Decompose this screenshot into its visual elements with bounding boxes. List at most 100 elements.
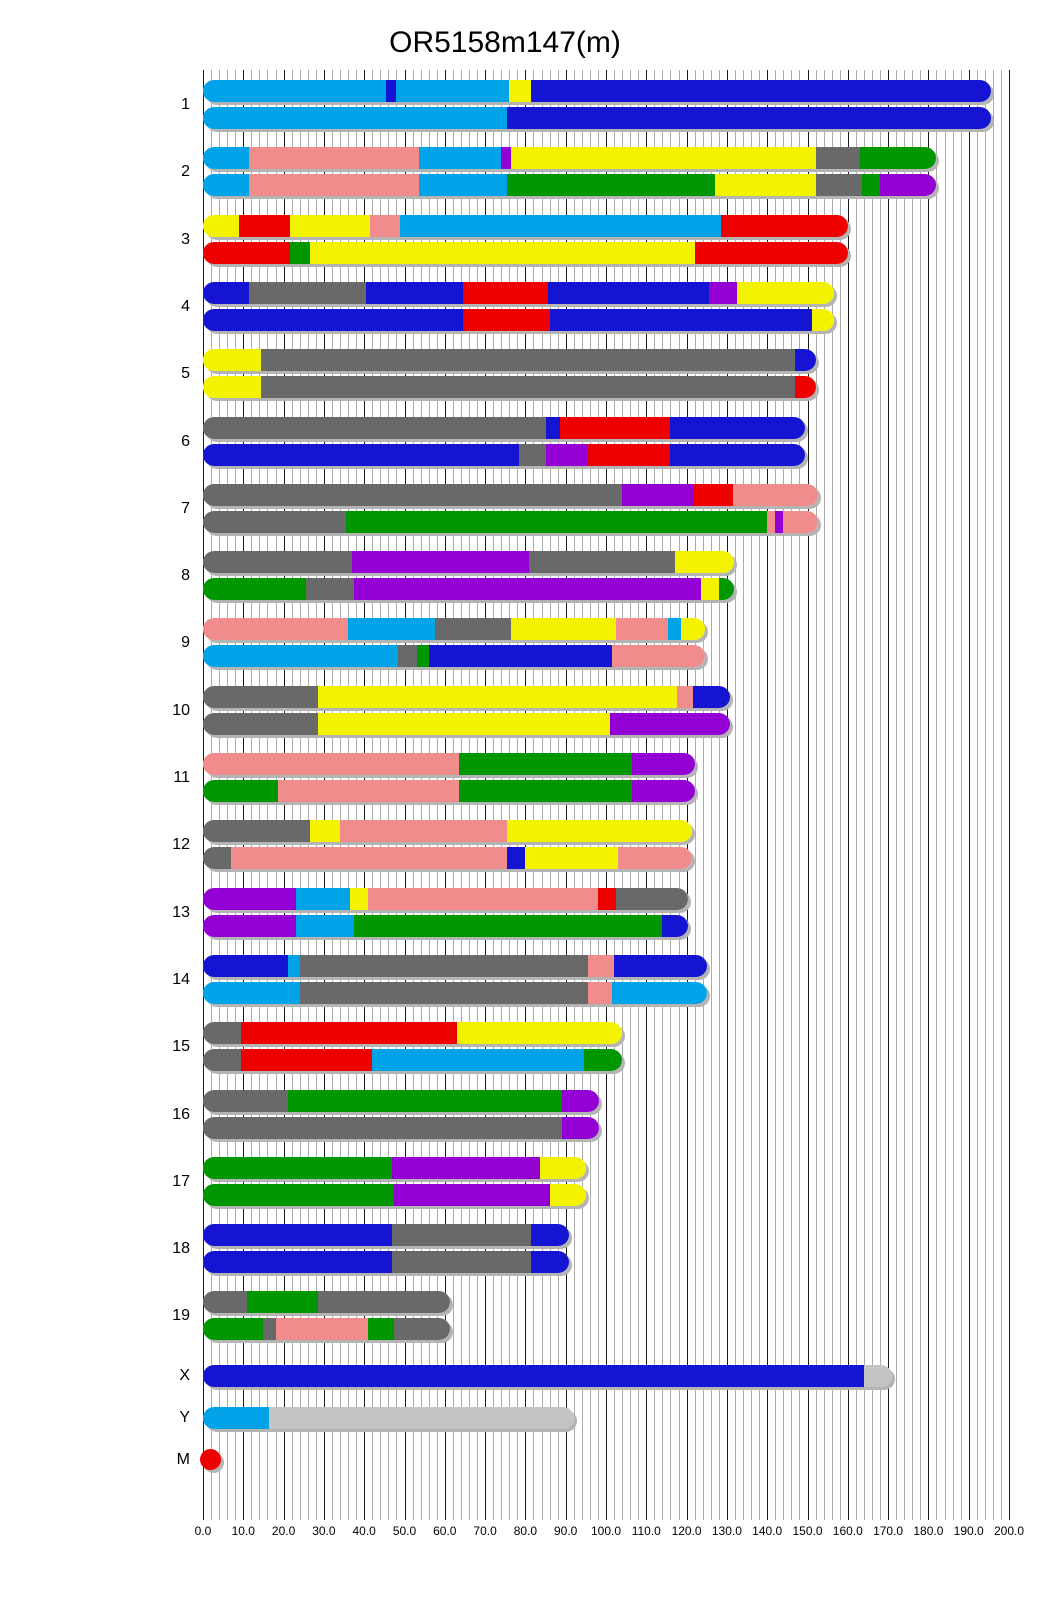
chromosome-label-4: 4 [181,297,190,315]
segment-gray [299,981,588,1004]
chr6-haplotype-bar-2 [203,443,806,466]
segment-yellow [456,1022,623,1045]
segment-yellow [674,551,734,574]
segment-light-blue [295,887,351,910]
segment-gray [203,1116,562,1139]
segment-light-blue [295,914,355,937]
chr16-haplotype-bar-2 [203,1116,600,1139]
segment-yellow [811,308,834,331]
segment-light-blue [203,174,250,197]
segment-purple [394,1183,550,1206]
segment-green [203,578,306,601]
segment-yellow [509,80,532,102]
segment-green [368,1318,395,1341]
segment-pink [277,780,459,802]
segment-green [718,578,734,601]
minor-gridline [896,70,898,1520]
segment-yellow [203,214,240,237]
segment-gray [434,618,512,641]
segment-yellow [511,618,617,641]
chr1-haplotype-bar-2 [203,107,991,129]
segment-blue [203,954,288,977]
segment-red [694,241,848,264]
segment-blue [507,847,526,870]
minor-gridline [904,70,906,1520]
segment-light-gray [863,1365,893,1387]
segment-blue [531,1224,569,1247]
segment-pink [203,618,349,641]
segment-blue [545,416,560,439]
minor-gridline [936,70,938,1520]
segment-purple [561,1089,600,1112]
chr3-haplotype-bar-2 [203,241,848,264]
axis-tick-label: 110.0 [631,1524,661,1538]
chromosome-label-19: 19 [172,1307,190,1325]
minor-gridline [831,70,833,1520]
major-gridline [888,70,890,1520]
minor-gridline [743,70,745,1520]
segment-gray [815,174,862,197]
chr1-haplotype-bar-1 [203,80,991,102]
segment-gray [519,443,546,466]
segment-blue [547,281,709,304]
segment-light-blue [418,147,502,170]
segment-light-blue [612,981,707,1004]
minor-gridline [751,70,753,1520]
chr9-haplotype-bar-1 [203,618,705,641]
chromosome-label-7: 7 [181,499,190,517]
segment-pink [732,483,818,506]
segment-red [720,214,848,237]
segment-gray [203,551,353,574]
axis-tick-label: 200.0 [993,1524,1025,1538]
segment-light-blue [203,645,399,668]
minor-gridline [944,70,946,1520]
segment-green [247,1291,318,1314]
segment-light-blue [348,618,435,641]
segment-pink [783,510,818,533]
segment-gray [203,1089,288,1112]
segment-gray [529,551,675,574]
segment-red [203,241,290,264]
segment-gray [398,645,417,668]
segment-pink [616,618,669,641]
chromosome-label-2: 2 [181,163,190,181]
segment-yellow [350,887,369,910]
segment-light-blue [203,80,387,102]
segment-yellow [309,820,340,843]
major-gridline [928,70,930,1520]
segment-blue [507,107,991,129]
segment-pink [368,887,598,910]
chromosome-label-14: 14 [172,970,190,988]
chr17-haplotype-bar-1 [203,1156,586,1179]
segment-purple [392,1156,540,1179]
segment-gray [305,578,355,601]
segment-light-blue [203,981,300,1004]
segment-blue [662,914,689,937]
chr14-haplotype-bar-2 [203,981,707,1004]
segment-gray [203,820,310,843]
segment-red [559,416,671,439]
chromosome-label-8: 8 [181,567,190,585]
segment-yellow [525,847,619,870]
axis-tick-label: 190.0 [953,1524,984,1538]
chr8-haplotype-bar-2 [203,578,734,601]
chr19-haplotype-bar-1 [203,1291,451,1314]
segment-purple [545,443,588,466]
segment-gray [815,147,860,170]
segment-purple [708,281,737,304]
axis-tick-label: 100.0 [590,1524,622,1538]
chr19-haplotype-bar-2 [203,1318,451,1341]
chr12-haplotype-bar-1 [203,820,692,843]
chromosome-label-12: 12 [172,836,190,854]
minor-gridline [702,70,704,1520]
chromosome-label-6: 6 [181,432,190,450]
segment-gray [203,1022,242,1045]
minor-gridline [863,70,865,1520]
chr10-haplotype-bar-2 [203,712,730,735]
segment-pink [249,147,419,170]
chr4-haplotype-bar-2 [203,308,834,331]
segment-blue [203,1224,393,1247]
segment-purple [632,780,695,802]
chr4-haplotype-bar-1 [203,281,834,304]
segment-yellow [507,820,692,843]
